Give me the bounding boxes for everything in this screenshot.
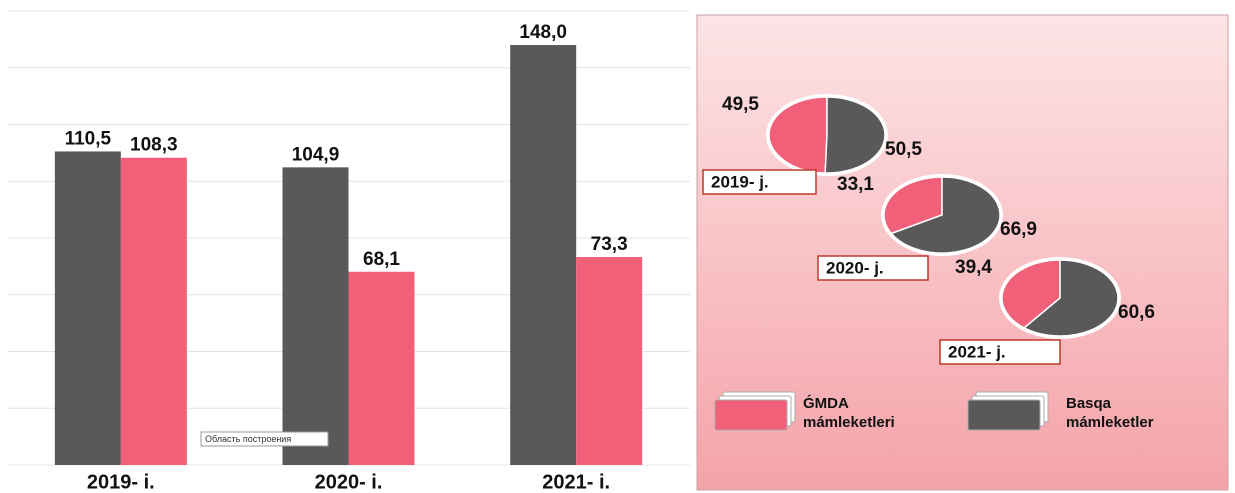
pie-slice [824,96,886,174]
value-label: 68,1 [363,249,400,270]
x-tick-label: 2021- i. [542,471,610,493]
value-label: 110,5 [65,128,112,149]
year-label: 2019- j. [711,172,769,191]
pie-value-label: 39,4 [955,257,992,278]
value-label: 104,9 [292,144,340,165]
value-label: 148,0 [519,22,567,43]
legend-item: Basqa mámleketler [1066,395,1154,431]
x-tick-label: 2019- i. [87,471,155,493]
year-box [702,169,817,195]
x-tick-label: 2020- i. [315,471,383,493]
legend-item: ǴMDA mámleketleri [803,395,895,431]
tooltip: Область построения [205,434,291,444]
pie-value-label: 60,6 [1118,302,1155,323]
pie-value-label: 33,1 [837,174,874,195]
bar [576,257,643,465]
year-label: 2021- j. [948,342,1006,361]
legend-swatch [967,399,1041,431]
bar [54,151,121,466]
pie-slice [883,176,943,235]
pie-slice [1001,259,1061,329]
pie-slice [1022,259,1119,337]
legend-label: ǴMDA mámleketleri [803,395,895,431]
bar [348,271,415,465]
bar [120,157,187,466]
year-box [817,255,929,281]
value-label: 108,3 [130,135,178,156]
year-box [939,339,1061,365]
pie-value-label: 66,9 [1000,219,1037,240]
tooltip-box [200,431,329,447]
legend-label: Basqa mámleketler [1066,395,1154,431]
legend-swatch [714,399,788,431]
pie-slice [890,176,1001,254]
year-label: 2020- j. [826,258,884,277]
bar [510,45,577,466]
pie-value-label: 50,5 [885,139,922,160]
bar [282,167,349,465]
value-label: 73,3 [591,234,628,255]
pie-value-label: 49,5 [722,94,759,115]
